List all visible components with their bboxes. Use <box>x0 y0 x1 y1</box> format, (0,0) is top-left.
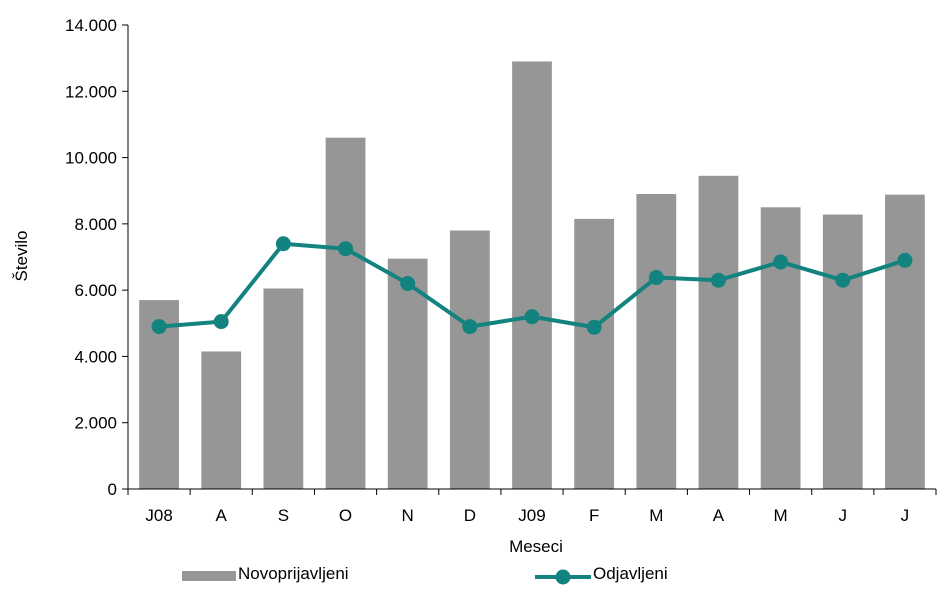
legend: Novoprijavljeni Odjavljeni <box>182 564 668 585</box>
x-tick-label: J <box>839 506 848 525</box>
x-tick-label: J <box>901 506 910 525</box>
x-tick-label: O <box>339 506 352 525</box>
x-tick-label: D <box>464 506 476 525</box>
axes: 0 2.000 4.000 6.000 8.000 10.000 12.000 14.000 J… <box>65 16 937 525</box>
bar-3 <box>263 288 304 489</box>
y-tick-label: 6.000 <box>74 281 117 300</box>
x-tick-label: A <box>713 506 725 525</box>
bar-series <box>139 61 925 490</box>
legend-label-novoprijavljeni: Novoprijavljeni <box>238 564 349 583</box>
line-point-13 <box>897 252 913 268</box>
line-point-12 <box>835 272 851 288</box>
line-point-11 <box>773 254 789 270</box>
bar-10 <box>698 175 739 490</box>
line-point-5 <box>400 276 416 292</box>
x-tick-label: J09 <box>518 506 545 525</box>
legend-marker-odjavljeni <box>555 569 571 585</box>
line-point-9 <box>648 270 664 286</box>
legend-swatch-novoprijavljeni <box>182 571 236 581</box>
line-point-6 <box>462 319 478 335</box>
x-tick-label: N <box>402 506 414 525</box>
line-series <box>151 236 913 335</box>
line-point-4 <box>338 241 354 257</box>
bar-13 <box>885 194 925 490</box>
y-tick-label: 0 <box>108 480 117 499</box>
y-tick-label: 8.000 <box>74 215 117 234</box>
y-axis-title: Število <box>12 230 31 281</box>
bar-5 <box>387 258 428 489</box>
bar-2 <box>201 351 242 489</box>
line-point-10 <box>710 272 726 288</box>
x-tick-label: S <box>278 506 289 525</box>
line-point-7 <box>524 309 540 325</box>
y-tick-label: 12.000 <box>65 82 117 101</box>
bar-8 <box>574 218 615 489</box>
x-tick-label: F <box>589 506 599 525</box>
x-tick-label: M <box>774 506 788 525</box>
line-point-8 <box>586 319 602 335</box>
bar-4 <box>325 137 366 489</box>
line-point-1 <box>151 319 167 335</box>
bar-6 <box>449 230 490 489</box>
y-tick-label: 10.000 <box>65 149 117 168</box>
bar-11 <box>760 207 801 490</box>
bar-12 <box>822 214 863 489</box>
y-tick-label: 2.000 <box>74 414 117 433</box>
legend-label-odjavljeni: Odjavljeni <box>593 564 668 583</box>
y-tick-label: 4.000 <box>74 347 117 366</box>
y-tick-label: 14.000 <box>65 16 117 35</box>
x-tick-label: M <box>649 506 663 525</box>
x-tick-label: J08 <box>145 506 172 525</box>
line-point-2 <box>213 314 229 330</box>
x-tick-label: A <box>216 506 228 525</box>
x-axis-title: Meseci <box>509 537 563 556</box>
line-point-3 <box>275 236 291 252</box>
bar-9 <box>636 194 677 489</box>
bar-7 <box>512 61 552 489</box>
